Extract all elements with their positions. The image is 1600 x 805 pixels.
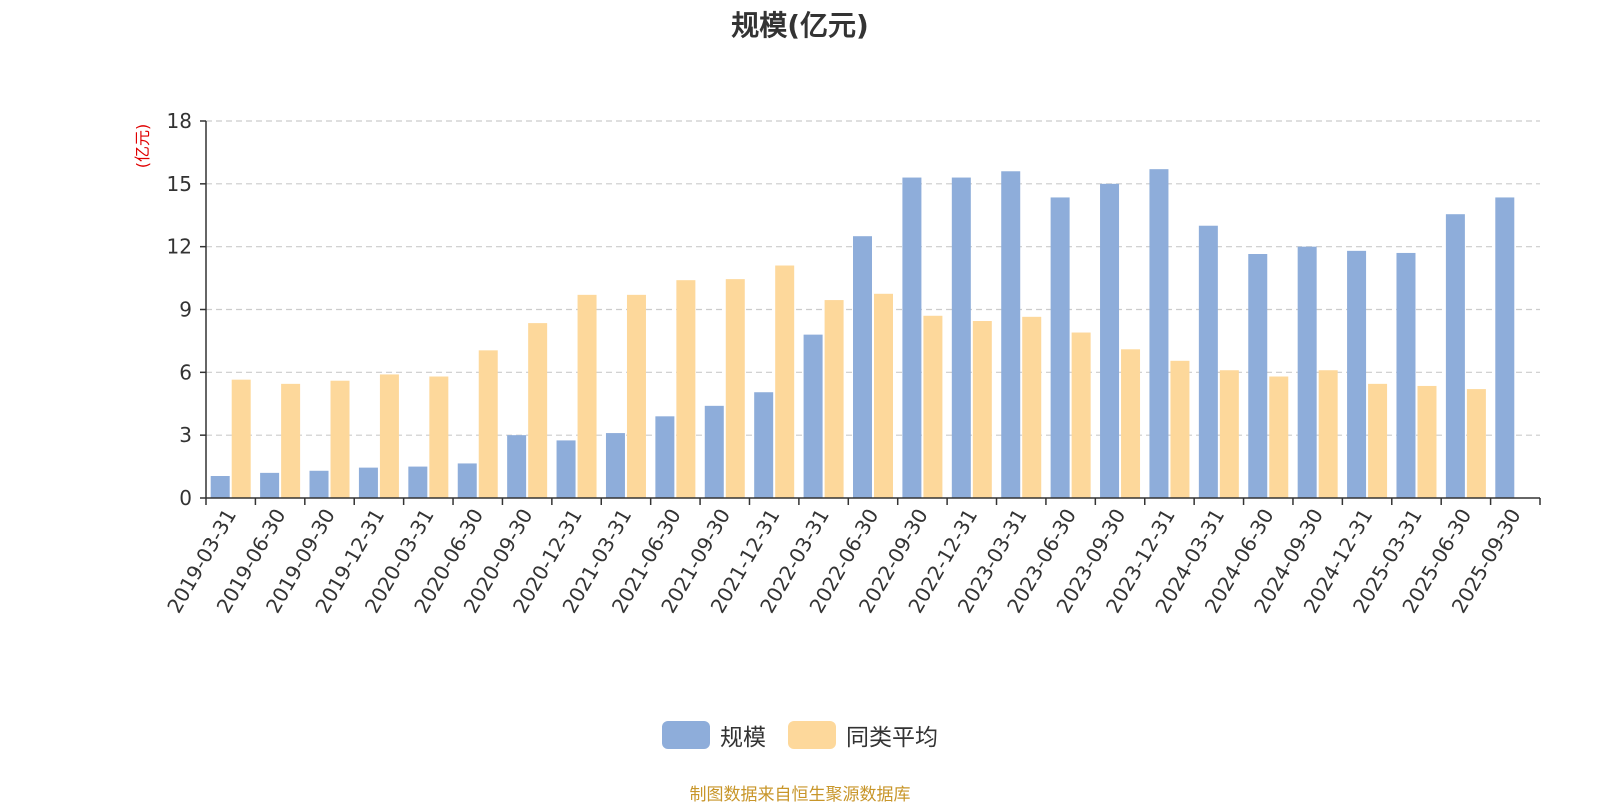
legend-label-peer-average: 同类平均: [846, 725, 938, 751]
axes: 03691215182019-03-312019-06-302019-09-30…: [162, 109, 1541, 617]
bar-scale[interactable]: [1050, 197, 1070, 499]
bar-scale[interactable]: [1297, 246, 1317, 498]
bar-peer-average[interactable]: [1121, 349, 1141, 498]
bar-scale[interactable]: [853, 236, 872, 498]
chart-title: 规模(亿元): [731, 9, 869, 42]
legend: 规模 同类平均: [0, 718, 1600, 752]
y-tick-label: 6: [179, 360, 192, 384]
bar-peer-average[interactable]: [725, 279, 745, 498]
bar-scale[interactable]: [309, 470, 329, 498]
bar-scale[interactable]: [457, 463, 477, 498]
bar-scale[interactable]: [1445, 214, 1465, 499]
bar-peer-average[interactable]: [1318, 370, 1338, 498]
bar-scale[interactable]: [408, 466, 428, 498]
bar-peer-average[interactable]: [676, 280, 696, 498]
legend-item-peer-average[interactable]: 同类平均: [788, 718, 938, 752]
bar-scale[interactable]: [556, 440, 576, 498]
grid-lines: [206, 120, 1540, 436]
bar-peer-average[interactable]: [775, 265, 795, 498]
y-axis-label: (亿元): [133, 124, 152, 169]
bar-scale[interactable]: [507, 435, 527, 498]
bar-peer-average[interactable]: [1170, 360, 1190, 498]
legend-swatch-scale: [662, 721, 710, 749]
bar-scale[interactable]: [1149, 169, 1169, 498]
bar-scale[interactable]: [210, 476, 230, 498]
bar-peer-average[interactable]: [577, 294, 597, 498]
bar-scale[interactable]: [1396, 252, 1416, 498]
y-tick-label: 3: [179, 423, 192, 447]
bar-scale[interactable]: [1001, 171, 1021, 498]
bar-peer-average[interactable]: [231, 379, 251, 498]
bars: [210, 169, 1515, 499]
y-tick-label: 15: [167, 172, 192, 196]
bar-scale[interactable]: [358, 467, 378, 498]
bar-scale[interactable]: [704, 405, 724, 498]
bar-peer-average[interactable]: [1466, 389, 1486, 498]
bar-peer-average[interactable]: [1269, 376, 1289, 498]
bar-scale[interactable]: [605, 433, 625, 498]
source-note: 制图数据来自恒生聚源数据库: [689, 785, 911, 805]
bar-scale[interactable]: [951, 177, 971, 499]
bar-peer-average[interactable]: [478, 350, 498, 498]
bar-scale[interactable]: [1347, 250, 1367, 498]
y-tick-label: 12: [167, 235, 192, 259]
bar-peer-average[interactable]: [824, 300, 844, 498]
y-tick-label: 0: [179, 486, 192, 510]
bar-scale[interactable]: [1100, 183, 1120, 499]
bar-peer-average[interactable]: [528, 323, 548, 498]
bar-peer-average[interactable]: [923, 315, 943, 498]
legend-item-scale[interactable]: 规模: [662, 718, 766, 752]
legend-swatch-peer-average: [788, 721, 836, 749]
bar-peer-average[interactable]: [1417, 385, 1437, 498]
bar-scale[interactable]: [655, 416, 675, 498]
bar-peer-average[interactable]: [429, 376, 449, 498]
bar-peer-average[interactable]: [1219, 370, 1239, 498]
bar-scale[interactable]: [1198, 225, 1218, 498]
y-tick-label: 18: [167, 109, 192, 133]
bar-peer-average[interactable]: [874, 293, 893, 498]
bar-scale[interactable]: [260, 472, 280, 498]
bar-peer-average[interactable]: [1071, 332, 1091, 498]
bar-scale[interactable]: [902, 177, 922, 499]
bar-peer-average[interactable]: [379, 374, 399, 498]
bar-peer-average[interactable]: [1368, 383, 1388, 498]
bar-peer-average[interactable]: [626, 294, 646, 498]
legend-label-scale: 规模: [720, 725, 766, 751]
bar-scale[interactable]: [803, 334, 823, 498]
bar-peer-average[interactable]: [330, 380, 350, 498]
y-tick-label: 9: [179, 298, 192, 322]
bar-scale[interactable]: [754, 392, 774, 498]
bar-peer-average[interactable]: [1022, 316, 1042, 498]
bar-peer-average[interactable]: [972, 321, 992, 498]
bar-scale[interactable]: [1495, 197, 1515, 499]
bar-scale[interactable]: [1248, 253, 1268, 498]
bar-peer-average[interactable]: [281, 383, 301, 498]
